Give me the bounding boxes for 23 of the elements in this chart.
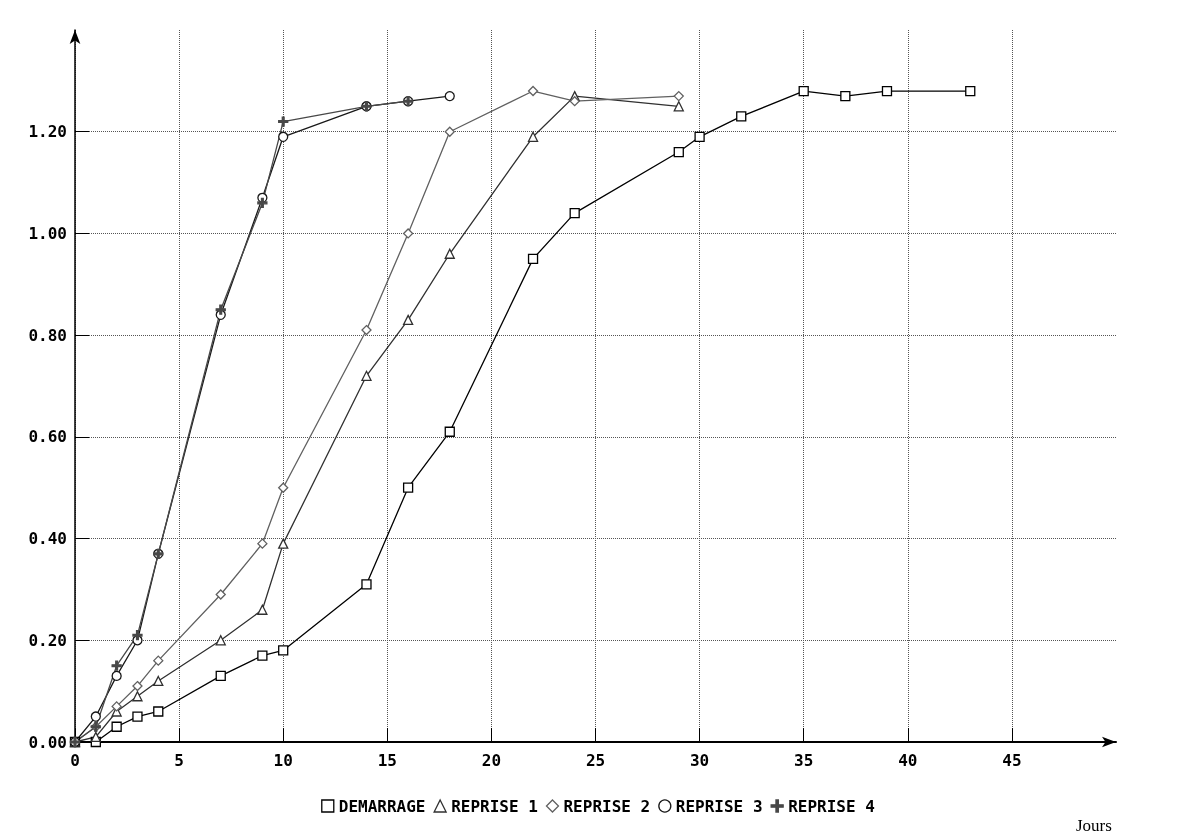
x-tick-label: 35 [794, 750, 814, 770]
y-tick-label: 0.40 [28, 529, 67, 549]
x-tick-label: 30 [689, 750, 710, 770]
x-tick-label: 25 [585, 750, 606, 770]
x-tick-label: 5 [174, 750, 184, 770]
y-tick-label: 1.20 [28, 122, 67, 142]
y-tick-label: 1.00 [28, 223, 67, 243]
x-tick-label: 15 [377, 750, 397, 770]
legend-label: REPRISE 4 [788, 796, 875, 816]
legend-label: REPRISE 2 [563, 796, 651, 816]
y-tick-label: 0.20 [28, 630, 67, 650]
x-tick-label: 0 [70, 750, 80, 770]
x-tick-label: 45 [1002, 750, 1022, 770]
y-tick-label: 0.60 [28, 427, 67, 447]
x-axis-title: Jours [1076, 816, 1112, 834]
x-tick-label: 40 [898, 750, 918, 770]
x-tick-label: 20 [481, 750, 502, 770]
x-tick-label: 10 [273, 750, 293, 770]
legend-label: DEMARRAGE [338, 796, 426, 816]
y-tick-label: 0.00 [28, 732, 67, 752]
y-tick-label: 0.80 [28, 325, 67, 345]
legend-label: REPRISE 3 [675, 796, 763, 816]
legend-label: REPRISE 1 [451, 796, 538, 816]
